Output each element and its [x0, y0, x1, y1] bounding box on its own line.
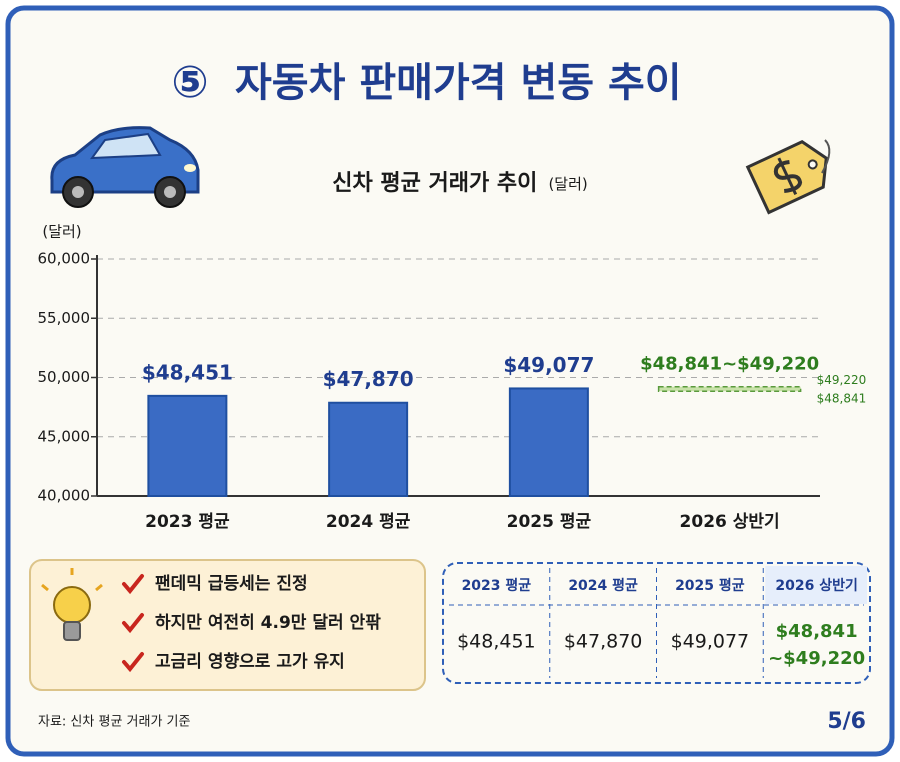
x-tick-label: 2024 평균 — [326, 512, 411, 532]
range-band — [657, 385, 802, 392]
check-mark — [122, 574, 144, 595]
x-tick-label: 2026 상반기 — [680, 512, 780, 532]
tag-string — [821, 139, 831, 174]
range-high-label: $49,220 — [817, 373, 867, 387]
price-tag-icon — [745, 140, 828, 215]
value-label: $47,870 — [323, 367, 414, 391]
bulb-icon — [41, 568, 103, 641]
table-cell: $48,451 — [457, 631, 536, 653]
plot: 40,000 45,000 50,000 55,000 60,000 2023 평균 $48… — [38, 250, 867, 533]
check-mark — [122, 652, 144, 673]
range-label: $48,841~$49,220 — [640, 354, 819, 375]
bar — [147, 394, 228, 497]
table-header: 2025 평균 — [675, 577, 745, 594]
table-cell: $47,870 — [564, 631, 643, 653]
page-number: 5/6 — [827, 709, 866, 734]
x-tick-label: 2025 평균 — [507, 512, 592, 532]
y-tick-label: 40,000 — [38, 487, 91, 505]
value-label: $48,451 — [142, 360, 233, 384]
y-tick-label: 45,000 — [38, 427, 91, 445]
chart-title-unit: (달러) — [548, 175, 587, 193]
y-tick-label: 50,000 — [38, 368, 91, 386]
table-cell: $49,077 — [671, 631, 750, 653]
car-icon — [50, 126, 200, 208]
y-tick-label: 55,000 — [38, 309, 91, 327]
table-cell: ~$49,220 — [768, 648, 865, 669]
chart-title: 신차 평균 거래가 추이 (달러) — [332, 171, 588, 196]
title-number: ⑤ — [171, 57, 208, 108]
chart-title-text: 신차 평균 거래가 추이 — [332, 171, 537, 196]
header-highlight — [765, 566, 867, 604]
table-header: 2024 평균 — [568, 577, 638, 594]
bar — [328, 401, 409, 498]
table-header: 2026 상반기 — [775, 577, 857, 594]
bar — [508, 387, 589, 498]
value-label: $49,077 — [503, 353, 594, 377]
page-title: 자동차 판매가격 변동 추이 — [235, 60, 682, 106]
source-note: 자료: 신차 평균 거래가 기준 — [38, 715, 191, 730]
note-text: 하지만 여전히 4.9만 달러 안팎 — [155, 612, 381, 633]
y-axis-label: (달러) — [42, 223, 81, 241]
x-tick-label: 2023 평균 — [145, 512, 230, 532]
table: 2023 평균 2024 평균 2025 평균 2026 상반기 $48,451 $47,… — [449, 566, 867, 678]
check-mark — [122, 613, 144, 634]
table-header: 2023 평균 — [462, 577, 532, 594]
note-text: 팬데믹 급등세는 진정 — [155, 574, 308, 594]
note-text: 고금리 영향으로 고가 유지 — [155, 651, 345, 672]
range-low-label: $48,841 — [817, 392, 867, 406]
table-cell: $48,841 — [776, 621, 858, 642]
y-tick-label: 60,000 — [38, 250, 91, 268]
